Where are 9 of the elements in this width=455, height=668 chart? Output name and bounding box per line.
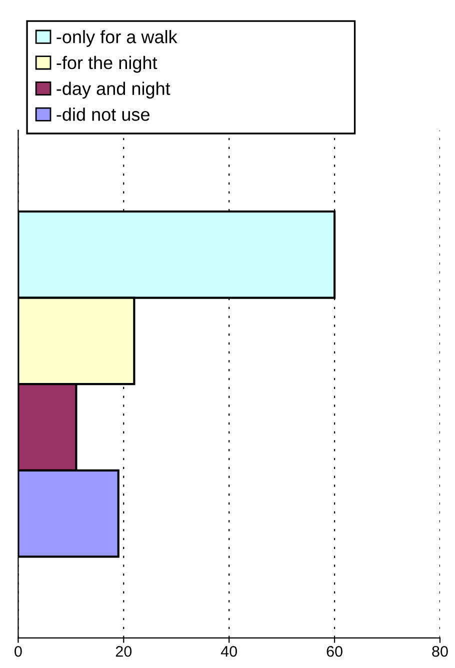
x-tick-label: 0 (14, 646, 22, 657)
x-tick-label: 40 (220, 646, 237, 657)
legend-label: -only for a walk (56, 30, 178, 47)
x-tick-label: 80 (432, 646, 448, 657)
legend-label: -for the night (56, 56, 158, 73)
legend-label: -did not use (56, 108, 150, 121)
x-tick-label: 60 (326, 646, 342, 657)
x-tick-label: 20 (116, 646, 132, 657)
legend-label: -day and night (56, 82, 170, 99)
